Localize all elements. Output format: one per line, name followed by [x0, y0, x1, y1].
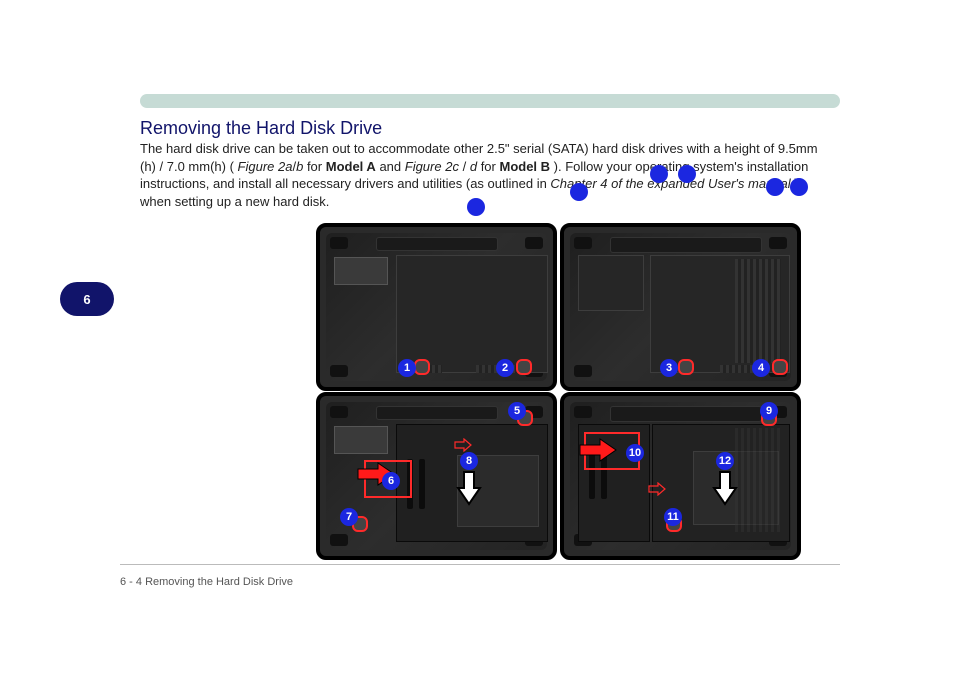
- callout-dot: 10: [626, 444, 644, 462]
- section-bar: [140, 94, 840, 108]
- screw-marker: [516, 359, 532, 375]
- battery-bay: [610, 237, 762, 253]
- rubber-foot: [330, 237, 348, 249]
- battery-bay: [376, 237, 498, 251]
- figure-panel-d: 9 10 11 12: [560, 392, 801, 560]
- fig-ref-c: Figure 2c: [405, 159, 459, 174]
- rubber-foot: [330, 365, 348, 377]
- inline-callout-dot: [570, 183, 588, 201]
- screw-marker: [678, 359, 694, 375]
- service-door: [578, 255, 644, 311]
- callout-dot: 6: [382, 472, 400, 490]
- intro-paragraph: The hard disk drive can be taken out to …: [140, 140, 830, 210]
- inline-callout-dot: [766, 178, 784, 196]
- rubber-foot: [330, 534, 348, 546]
- small-arrow-icon: [454, 438, 472, 452]
- callout-dot: 4: [752, 359, 770, 377]
- callout-num: 5: [514, 405, 520, 417]
- laptop-base: [570, 402, 791, 550]
- fig-ref-a: Figure 2a: [238, 159, 293, 174]
- callout-dot: 11: [664, 508, 682, 526]
- callout-dot: 8: [460, 452, 478, 470]
- chapter-tab-label: 6: [83, 292, 90, 307]
- callout-num: 3: [666, 362, 672, 374]
- inline-callout-dot: [467, 198, 485, 216]
- vent: [735, 259, 781, 363]
- chapter-tab: 6: [60, 282, 114, 316]
- callout-num: 2: [502, 362, 508, 374]
- model-b-link: Model B: [499, 159, 550, 174]
- callout-num: 6: [388, 475, 394, 487]
- fig-ref-b: b: [296, 159, 303, 174]
- inline-callout-dot: [678, 165, 696, 183]
- component-bay-cover: [396, 255, 548, 373]
- callout-dot: 7: [340, 508, 358, 526]
- rubber-foot: [574, 406, 592, 418]
- rubber-foot: [574, 365, 592, 377]
- callout-dot: 5: [508, 402, 526, 420]
- spec-sticker: [334, 257, 388, 285]
- callout-num: 8: [466, 455, 472, 467]
- callout-dot: 3: [660, 359, 678, 377]
- footer-left: 6 - 4 Removing the Hard Disk Drive: [120, 576, 293, 588]
- rubber-foot: [330, 406, 348, 418]
- callout-num: 4: [758, 362, 764, 374]
- ram-slot: [419, 459, 425, 509]
- inline-callout-dot: [790, 178, 808, 196]
- callout-dot: 2: [496, 359, 514, 377]
- figure-panel-b: 3 4: [560, 223, 801, 391]
- figure-panel-c: 5 6 7 8: [316, 392, 557, 560]
- white-arrow-down-icon: [456, 470, 482, 506]
- battery-bay: [376, 406, 498, 420]
- callout-num: 9: [766, 405, 772, 417]
- laptop-base: [326, 402, 547, 550]
- figure-panel-a: 1 2: [316, 223, 557, 391]
- rubber-foot: [574, 237, 592, 249]
- intro-text: /: [463, 159, 467, 174]
- callout-num: 10: [629, 447, 641, 459]
- footer-rule: [120, 564, 840, 565]
- intro-text: for: [307, 159, 326, 174]
- intro-text: for: [481, 159, 500, 174]
- battery-bay: [610, 406, 762, 422]
- page-title: Removing the Hard Disk Drive: [140, 118, 382, 139]
- intro-text: and: [379, 159, 404, 174]
- model-a-link: Model A: [326, 159, 376, 174]
- screw-marker: [772, 359, 788, 375]
- rubber-foot: [525, 237, 543, 249]
- laptop-base: [326, 233, 547, 381]
- screw-marker: [414, 359, 430, 375]
- callout-num: 7: [346, 511, 352, 523]
- callout-dot: 1: [398, 359, 416, 377]
- callout-dot: 12: [716, 452, 734, 470]
- spec-sticker: [334, 426, 388, 454]
- callout-dot: 9: [760, 402, 778, 420]
- white-arrow-down-icon: [712, 470, 738, 506]
- callout-num: 1: [404, 362, 410, 374]
- inline-callout-dot: [650, 165, 668, 183]
- fig-ref-d: d: [470, 159, 477, 174]
- vent: [735, 428, 781, 532]
- callout-num: 11: [667, 511, 679, 523]
- small-arrow-icon: [648, 482, 666, 496]
- rubber-foot: [769, 237, 787, 249]
- callout-num: 12: [719, 455, 731, 467]
- red-arrow-right-icon: [578, 438, 618, 462]
